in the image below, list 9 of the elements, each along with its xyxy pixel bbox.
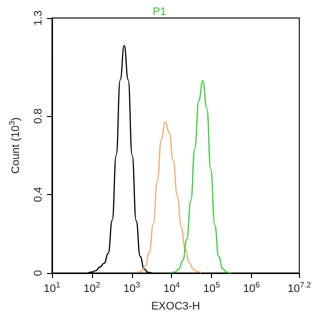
y-tick-label: 0.4 — [32, 186, 44, 202]
y-tick-label: 0 — [32, 270, 44, 276]
text: P1 — [152, 6, 166, 18]
line-series — [170, 80, 232, 274]
y-tick-label: 1.3 — [32, 10, 44, 26]
y-axis-title: Count (103) — [8, 117, 22, 174]
y-tick-label: 0.8 — [32, 108, 44, 124]
x-axis-title: EXOC3-H — [151, 300, 200, 312]
line-series — [136, 121, 202, 274]
